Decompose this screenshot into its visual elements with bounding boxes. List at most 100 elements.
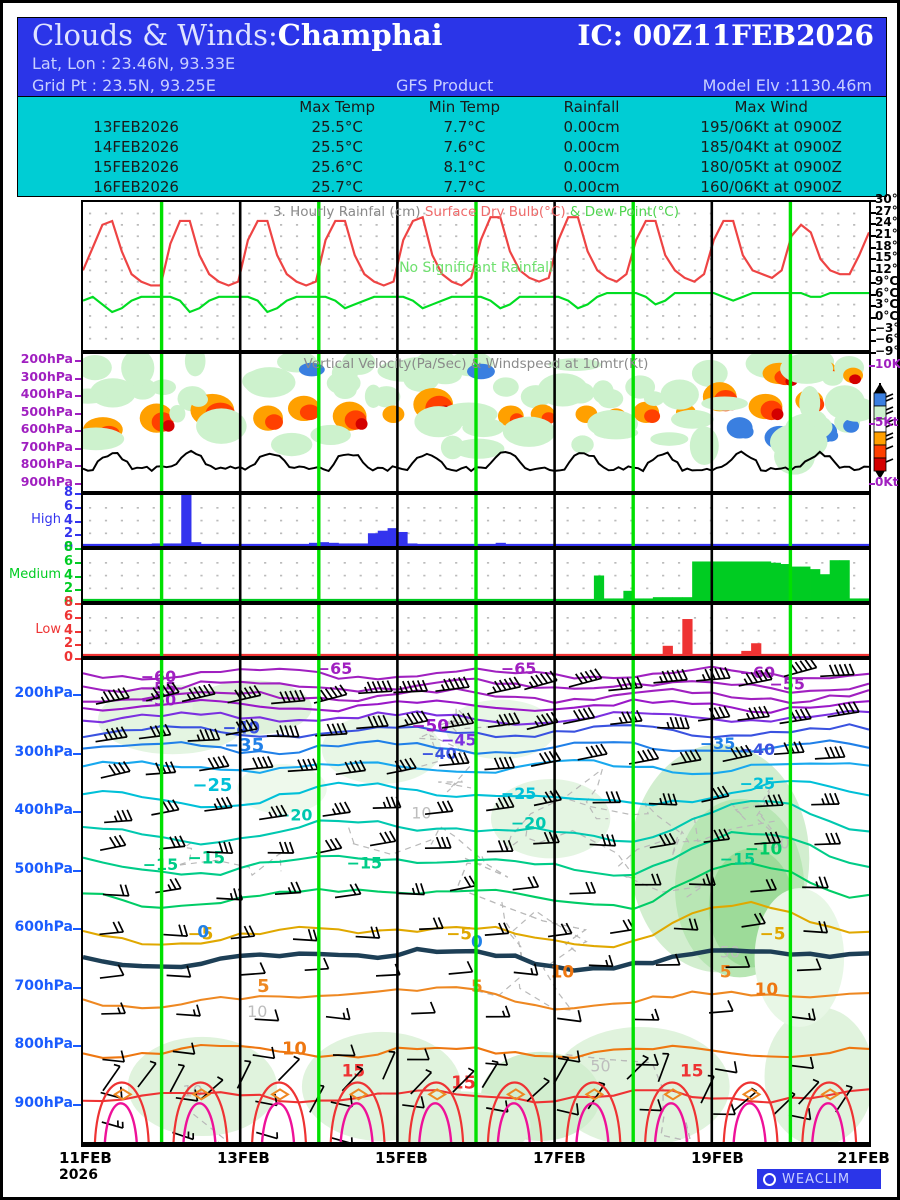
vv-ytick-mark	[75, 483, 81, 485]
model-elevation: Model Elv :1130.46m	[702, 76, 872, 95]
cell-date: 14FEB2026	[93, 138, 179, 156]
temp-ytick: 30°C	[875, 192, 900, 206]
svg-text:−25: −25	[501, 784, 536, 803]
temp-ytick: −9°C	[875, 344, 900, 358]
temp-ytick-mark	[871, 316, 876, 319]
windbarb-colorbar-legend	[873, 383, 894, 479]
svg-text:−50: −50	[141, 691, 176, 710]
temp-ytick: 3°C	[875, 297, 899, 312]
temp-ytick-mark	[871, 223, 876, 226]
cell-min-temp: 7.7°C	[443, 118, 486, 136]
upper-ytick-mark	[73, 752, 81, 755]
vv-ytick: 900hPa	[20, 474, 73, 489]
summary-table: Max Temp Min Temp Rainfall Max Wind 13FE…	[17, 97, 887, 197]
svg-text:15: 15	[680, 1061, 704, 1081]
table-row: 15FEB2026 25.6°C 8.1°C 0.00cm 180/05Kt a…	[18, 157, 886, 177]
cloud-ytick-mark	[75, 506, 81, 509]
svg-text:−10: −10	[745, 838, 783, 858]
x-axis-tick-label: 15FEB	[375, 1149, 428, 1167]
cloud-ytick-mark	[75, 630, 81, 633]
cloud-ytick: 0	[63, 540, 73, 555]
vv-ytick: 200hPa	[20, 351, 73, 366]
cell-max-wind: 160/06Kt at 0900Z	[700, 178, 842, 196]
svg-text:−25: −25	[192, 775, 232, 796]
x-axis-year: 2026	[59, 1167, 98, 1183]
vv-ytick: 800hPa	[20, 456, 73, 472]
vv-ytick-mark	[75, 360, 81, 362]
temp-ytick-mark	[871, 200, 876, 202]
lat-lon: Lat, Lon : 23.46N, 93.33E	[32, 54, 236, 73]
upper-ytick-mark	[73, 869, 81, 872]
page-title: Clouds & Winds:Champhai	[32, 18, 443, 52]
upper-ytick: 200hPa	[14, 685, 73, 701]
svg-text:−15: −15	[720, 849, 755, 868]
table-row: 16FEB2026 25.7°C 7.7°C 0.00cm 160/06Kt a…	[18, 177, 886, 196]
x-axis-tick-label: 13FEB	[217, 1149, 270, 1167]
x-axis-tick-label: 11FEB	[59, 1149, 112, 1167]
svg-text:10: 10	[755, 979, 779, 999]
temp-ytick-mark	[871, 235, 876, 238]
vv-ytick: 400hPa	[20, 386, 73, 402]
svg-text:10: 10	[282, 1039, 307, 1060]
svg-text:−25: −25	[740, 774, 775, 793]
x-axis-tick-label: 17FEB	[533, 1149, 586, 1167]
svg-text:−40: −40	[740, 740, 775, 759]
grid-point: Grid Pt : 23.5N, 93.25E	[32, 76, 216, 95]
cloud-ytick: 0	[63, 595, 73, 610]
vv-ytick-mark	[75, 447, 81, 450]
upper-ytick-mark	[73, 986, 81, 989]
temp-ytick: 12°C	[875, 262, 900, 277]
vv-legend-tick-mark	[869, 365, 875, 367]
cloud-ytick: 4	[63, 567, 73, 583]
panel-vertical-velocity: Vertical Velocity(Pa/Sec) & Windspeed at…	[81, 352, 871, 493]
cell-max-wind: 195/06Kt at 0900Z	[700, 118, 842, 136]
temp-ytick: 9°C	[875, 273, 899, 288]
table-row: 14FEB2026 25.5°C 7.6°C 0.00cm 185/04Kt a…	[18, 137, 886, 157]
upper-ytick-mark	[73, 1103, 81, 1106]
upper-ytick-mark	[73, 928, 81, 930]
svg-text:5: 5	[257, 976, 269, 997]
cloud-ytick-mark	[75, 561, 81, 564]
temp-ytick: −3°C	[875, 320, 900, 335]
cloud-ytick-mark	[75, 658, 81, 660]
upper-air-plot: 105050105010−60−55−50−65−65−60−55−40−50−…	[83, 660, 869, 1142]
cell-rainfall: 0.00cm	[563, 138, 620, 156]
cloud-ytick: 4	[63, 512, 73, 528]
temp-ytick: 24°C	[875, 215, 900, 230]
cloud-ytick: 6	[63, 498, 73, 514]
copyright-ring-icon	[763, 1172, 776, 1186]
temp-ytick-mark	[871, 293, 876, 296]
cloud-ytick-mark	[75, 575, 81, 578]
cloud-ytick-mark	[75, 603, 81, 605]
medium-cloud-plot	[83, 550, 869, 601]
cloud-ytick-mark	[75, 548, 81, 550]
header-banner: Clouds & Winds:Champhai IC: 00Z11FEB2026…	[17, 17, 887, 97]
svg-text:50: 50	[590, 1057, 610, 1076]
cloud-ytick-mark	[75, 644, 81, 647]
x-axis-tick-label: 21FEB	[837, 1149, 890, 1167]
svg-text:−60: −60	[141, 667, 176, 686]
vv-legend-tick-mark	[869, 423, 875, 425]
upper-ytick: 400hPa	[14, 802, 73, 818]
temp-ytick-mark	[871, 246, 876, 249]
cell-rainfall: 0.00cm	[563, 178, 620, 196]
cloud-ytick-mark	[75, 520, 81, 523]
svg-text:15: 15	[342, 1061, 366, 1081]
upper-ytick: 600hPa	[14, 919, 73, 935]
temp-ytick-mark	[871, 258, 876, 261]
svg-text:−5: −5	[446, 924, 472, 944]
svg-text:10: 10	[411, 804, 431, 823]
svg-text:−65: −65	[317, 660, 352, 678]
vv-ytick-mark	[75, 430, 81, 433]
cloud-ytick-mark	[75, 616, 81, 619]
vv-legend-tick: 5Kt	[875, 415, 899, 429]
vv-ytick: 300hPa	[20, 368, 73, 384]
cloud-ytick: 4	[63, 622, 73, 638]
svg-text:−20: −20	[277, 806, 312, 825]
svg-text:10: 10	[182, 1081, 202, 1100]
temp-ytick: 21°C	[875, 227, 900, 242]
svg-text:−65: −65	[501, 660, 536, 678]
vv-ytick: 500hPa	[20, 403, 73, 419]
svg-text:−15: −15	[347, 853, 382, 872]
product-label: GFS Product	[396, 76, 494, 95]
